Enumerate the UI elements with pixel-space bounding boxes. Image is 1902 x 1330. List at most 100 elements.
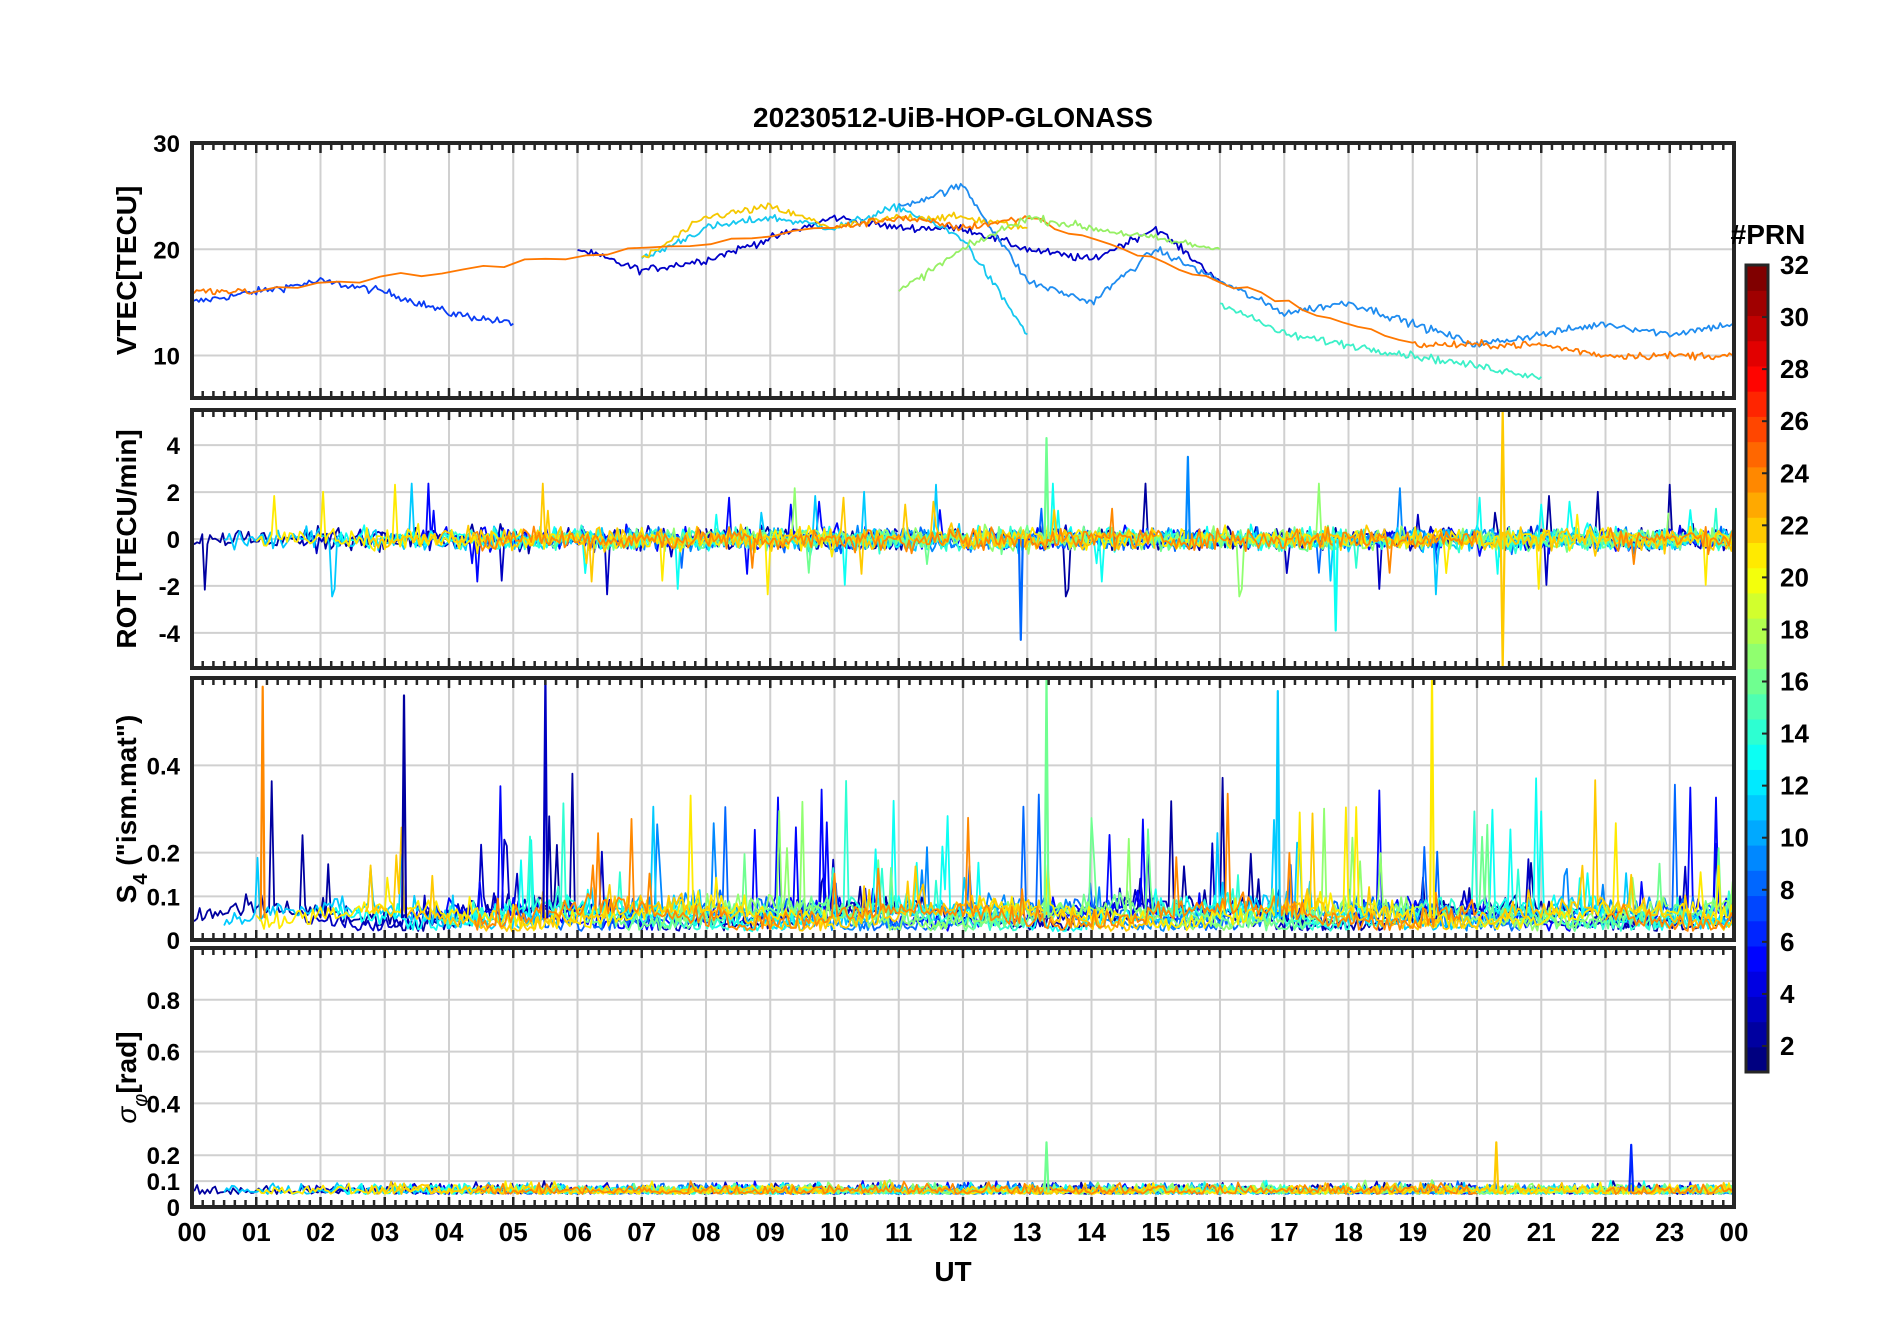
s4-peak (1043, 678, 1050, 919)
x-tick-label: 04 (435, 1217, 464, 1247)
panel-data (192, 410, 1734, 668)
y-axis-label: σφ[rad] (111, 1031, 152, 1123)
colorbar-tick-label: 32 (1780, 250, 1809, 280)
colorbar-swatch (1746, 340, 1768, 367)
colorbar-tick-label: 28 (1780, 354, 1809, 384)
rot-series-prn-24 (1605, 525, 1734, 565)
rot-peak (1499, 538, 1506, 668)
colorbar-swatch (1746, 819, 1768, 846)
colorbar-tick-label: 30 (1780, 302, 1809, 332)
y-tick-label: 10 (153, 344, 180, 371)
colorbar-swatch (1746, 945, 1768, 972)
y-tick-label: 0.1 (147, 1169, 180, 1196)
x-tick-label: 14 (1077, 1217, 1106, 1247)
panel-ticks (190, 143, 1736, 398)
x-tick-label: 09 (756, 1217, 785, 1247)
vtec-series-prn-24 (192, 214, 1734, 361)
colorbar-swatch (1746, 618, 1768, 644)
sigma_phi-peak (1628, 1143, 1635, 1192)
vtec-series-prn-3 (577, 214, 1221, 282)
sigma_phi-peak (1493, 1141, 1500, 1192)
colorbar-swatch (1746, 996, 1768, 1023)
colorbar-swatch (1746, 491, 1768, 518)
y-tick-label: 20 (153, 237, 180, 264)
y-tick-label: 0.8 (147, 988, 180, 1015)
colorbar-swatch (1746, 920, 1768, 947)
colorbar-swatch (1746, 365, 1768, 392)
rot-peak (1332, 538, 1339, 632)
y-axis-label: S4 ("ism.mat") (111, 715, 152, 904)
s4-series-prn-22 (1283, 779, 1734, 931)
colorbar-tick-label: 18 (1780, 614, 1809, 644)
panel-data (192, 1141, 1734, 1195)
rot-series-prn-24 (474, 507, 1478, 574)
rot-peak (1017, 538, 1024, 642)
colorbar-tick-label: 16 (1780, 667, 1809, 697)
sigma_phi-peak (1043, 1141, 1050, 1192)
colorbar-swatch (1746, 592, 1768, 619)
colorbar-tick-label: 10 (1780, 823, 1809, 853)
figure-title: 20230512-UiB-HOP-GLONASS (753, 102, 1153, 133)
x-tick-label: 03 (370, 1217, 399, 1247)
colorbar-tick-label: 14 (1780, 719, 1809, 749)
x-tick-label: 12 (949, 1217, 978, 1247)
x-tick-label: 10 (820, 1217, 849, 1247)
rot-peak (1043, 437, 1050, 540)
y-tick-label: 0.6 (147, 1040, 180, 1067)
panel-s4: 0 0.1 0.2 0.4S4 ("ism.mat") (111, 676, 1736, 955)
colorbar-border (1744, 263, 1770, 1074)
colorbar-tick-label: 12 (1780, 771, 1809, 801)
s4-peak (1274, 689, 1281, 919)
colorbar-swatch (1746, 971, 1768, 997)
x-tick-label: 18 (1334, 1217, 1363, 1247)
colorbar-swatch (1746, 1046, 1768, 1073)
panel-sigma_phi: 00.10.2 0.4 0.6 0.8 σφ[rad] (111, 946, 1736, 1222)
sigma_phi-series-prn-24 (474, 1180, 1478, 1195)
sigma_phi-series-prn-24 (1605, 1183, 1734, 1195)
x-tick-label: 22 (1591, 1217, 1620, 1247)
panel-ticks (190, 410, 1736, 668)
panel-data (192, 182, 1734, 381)
colorbar-swatch (1746, 668, 1768, 695)
colorbar-swatch (1746, 542, 1768, 569)
y-tick-label: 0 (167, 928, 180, 955)
y-tick-label: 0.2 (147, 841, 180, 868)
s4-peak (259, 685, 266, 919)
colorbar-swatch (1746, 895, 1768, 922)
colorbar-tick-label: 6 (1780, 927, 1794, 957)
x-axis-label: UT (934, 1256, 971, 1287)
rot-peak (1499, 410, 1506, 540)
colorbar-swatch (1746, 315, 1768, 342)
rot-series-prn-22 (1283, 524, 1734, 557)
panel-rot: -4 -2 0 2 4 ROT [TECU/min] (111, 408, 1736, 670)
y-tick-label: 0.1 (147, 884, 180, 911)
colorbar-swatch (1746, 517, 1768, 544)
colorbar-swatch (1746, 769, 1768, 796)
rot-peak (1184, 455, 1191, 540)
y-tick-label: 0.4 (147, 1091, 181, 1118)
s4-peak (401, 694, 408, 919)
x-tick-label: 15 (1141, 1217, 1170, 1247)
colorbar-swatch (1746, 693, 1768, 720)
y-tick-label: 0 (167, 527, 180, 554)
colorbar-swatch (1746, 265, 1768, 291)
x-tick-label: 07 (627, 1217, 656, 1247)
y-tick-label: 4 (167, 433, 181, 460)
x-tick-label: 01 (242, 1217, 271, 1247)
x-tick-label: 05 (499, 1217, 528, 1247)
vtec-series-prn-16 (898, 214, 1221, 292)
colorbar-swatch (1746, 870, 1768, 897)
s4-series-prn-24 (1604, 903, 1734, 932)
s4-peak (542, 678, 549, 919)
y-tick-label: -4 (159, 621, 181, 648)
x-tick-label: 21 (1527, 1217, 1556, 1247)
x-tick-label: 08 (692, 1217, 721, 1247)
colorbar-swatch (1746, 466, 1768, 493)
colorbar-tick-label: 24 (1780, 458, 1809, 488)
y-axis-label: ROT [TECU/min] (111, 429, 142, 648)
vtec-series-prn-9 (898, 182, 1734, 348)
colorbar-swatch (1746, 567, 1768, 594)
colorbar-swatch (1746, 391, 1768, 417)
x-tick-label: 00 (1720, 1217, 1749, 1247)
